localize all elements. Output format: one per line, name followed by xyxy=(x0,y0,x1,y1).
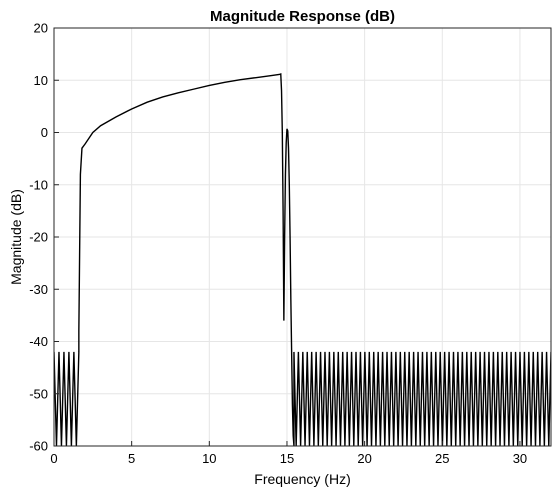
x-tick-label: 20 xyxy=(357,451,371,466)
chart-title: Magnitude Response (dB) xyxy=(210,8,395,25)
x-tick-label: 10 xyxy=(202,451,216,466)
x-tick-label: 15 xyxy=(280,451,294,466)
y-tick-label: 0 xyxy=(41,125,48,140)
ticks: 0 5 10 15 20 25 30 20 10 0 -10 -20 -30 -40 -50 -60 xyxy=(29,21,527,467)
x-axis-label: Frequency (Hz) xyxy=(254,471,350,487)
y-tick-label: -50 xyxy=(29,386,48,401)
y-tick-label: -20 xyxy=(29,230,48,245)
magnitude-series-line xyxy=(54,73,551,446)
y-tick-label: -10 xyxy=(29,177,48,192)
y-tick-label: 20 xyxy=(34,21,48,36)
x-tick-label: 25 xyxy=(435,451,449,466)
x-tick-label: 30 xyxy=(513,451,527,466)
y-tick-label: -60 xyxy=(29,439,48,454)
y-tick-label: -30 xyxy=(29,282,48,297)
y-tick-label: 10 xyxy=(34,73,48,88)
x-tick-label: 5 xyxy=(128,451,135,466)
y-axis-label: Magnitude (dB) xyxy=(8,189,24,285)
plot-area xyxy=(54,73,551,446)
x-tick-label: 0 xyxy=(50,451,57,466)
y-tick-label: -40 xyxy=(29,334,48,349)
